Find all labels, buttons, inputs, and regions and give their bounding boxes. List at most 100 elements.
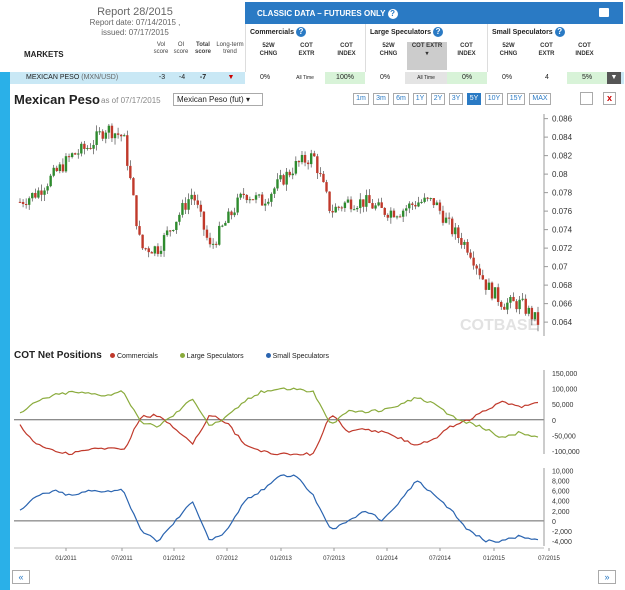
candle-body	[95, 131, 98, 145]
candle-body	[478, 268, 481, 276]
candle-body	[58, 164, 62, 172]
help-icon[interactable]: ?	[387, 9, 398, 19]
candle-body	[319, 173, 322, 175]
candle-body	[349, 199, 353, 210]
candle-body	[239, 193, 242, 198]
instrument-select[interactable]: Mexican Peso (fut) ▾	[173, 93, 263, 106]
x-tick-label: 01/2014	[376, 556, 398, 562]
help-icon[interactable]: ?	[554, 27, 565, 37]
candle-body	[331, 210, 334, 213]
oi-score: -4	[178, 74, 186, 81]
help-icon[interactable]: ?	[295, 27, 306, 37]
candle-body	[518, 299, 521, 310]
close-icon[interactable]: x	[603, 92, 616, 105]
candle-body	[236, 197, 239, 213]
group-title: Commercials	[250, 29, 294, 36]
net-positions-chart: 150,000 100,000 50,000 0 -50,000 -100,000	[14, 370, 580, 457]
group-small-speculators: Small Speculators ? 52W CHNG COT EXTR CO…	[487, 24, 623, 72]
total-score: -7	[199, 74, 207, 81]
small-spec-line	[19, 474, 539, 543]
range-button-max[interactable]: MAX	[529, 93, 551, 105]
candle-body	[34, 192, 37, 198]
range-button-15y[interactable]: 15Y	[507, 93, 525, 105]
candle-body	[126, 135, 129, 166]
col-cot-extr-selected[interactable]: COT EXTR ▾	[407, 42, 447, 70]
candle-body	[245, 195, 249, 201]
help-icon[interactable]: ?	[433, 27, 444, 37]
range-button-6m[interactable]: 6m	[393, 93, 409, 105]
report-info: Report 28/2015 Report date: 07/14/2015 ,…	[60, 6, 210, 38]
candle-body	[24, 204, 28, 206]
market-row[interactable]: MEXICAN PESO (MXN/USD) -3 -4 -7 ▼ 0% All…	[10, 72, 624, 84]
candle-body	[493, 287, 497, 299]
candle-body	[472, 257, 475, 266]
printer-icon[interactable]	[580, 92, 593, 105]
candle-body	[199, 204, 203, 212]
small-extr: 4	[527, 72, 567, 84]
candle-body	[138, 226, 141, 235]
y-tick-label: 4,000	[552, 499, 570, 506]
expand-icon[interactable]: ▼	[607, 72, 621, 84]
candle-body	[380, 202, 383, 208]
candle-body	[487, 282, 491, 290]
candle-body	[389, 210, 393, 218]
candle-body	[80, 143, 83, 154]
range-button-3m[interactable]: 3m	[373, 93, 389, 105]
candle-body	[119, 134, 123, 137]
y-tick-label: 10,000	[552, 469, 574, 476]
candle-body	[313, 153, 316, 157]
candle-body	[230, 211, 233, 216]
x-tick-label: 07/2012	[216, 556, 238, 562]
y-tick-label: 2,000	[552, 509, 570, 516]
col-cot-index: COT INDEX	[457, 43, 476, 57]
price-chart: 0.086 0.084 0.082 0.08 0.078 0.076 0.074 0.072 0…	[18, 114, 573, 336]
y-tick-label: 6,000	[552, 489, 570, 496]
chevron-down-icon: ▾	[245, 95, 250, 104]
range-button-3y[interactable]: 3Y	[449, 93, 463, 105]
total-score-header: Total score	[194, 42, 211, 55]
candle-body	[98, 131, 101, 133]
candle-body	[31, 192, 34, 199]
candle-body	[224, 222, 227, 226]
col-52w: 52W CHNG	[379, 43, 398, 57]
x-tick-label: 07/2015	[538, 556, 560, 562]
report-date: Report date: 07/14/2015 ,	[89, 18, 181, 27]
candle-body	[392, 210, 396, 218]
legend-commercials: Commercials	[110, 353, 168, 360]
report-issued: issued: 07/17/2015	[101, 28, 169, 37]
candle-body	[162, 235, 166, 251]
candle-body	[178, 214, 181, 222]
candle-body	[450, 218, 454, 235]
candle-body	[92, 144, 95, 149]
candle-body	[147, 248, 150, 253]
candle-body	[279, 175, 282, 180]
y-tick-label: 0.064	[552, 318, 573, 327]
group-title: Large Speculators	[370, 29, 432, 36]
candle-body	[447, 217, 451, 219]
net-positions-title: COT Net Positions	[14, 350, 102, 361]
printer-icon[interactable]	[599, 8, 609, 17]
next-button[interactable]: »	[598, 570, 616, 584]
y-tick-label: 150,000	[552, 371, 577, 378]
trend-header: Long-term trend	[216, 42, 244, 55]
range-button-10y[interactable]: 10Y	[485, 93, 503, 105]
candle-body	[414, 204, 417, 207]
candle-body	[233, 212, 236, 216]
y-tick-label: 100,000	[552, 387, 577, 394]
candle-body	[61, 164, 65, 172]
col-cot-index: COT INDEX	[575, 43, 594, 57]
range-button-5y[interactable]: 5Y	[467, 93, 481, 105]
range-button-1m[interactable]: 1m	[353, 93, 369, 105]
candle-body	[291, 173, 294, 176]
candle-body	[475, 265, 478, 269]
candle-body	[89, 147, 92, 149]
candle-body	[346, 199, 350, 203]
candle-body	[398, 216, 402, 218]
range-button-2y[interactable]: 2Y	[431, 93, 445, 105]
range-button-1y[interactable]: 1Y	[413, 93, 427, 105]
prev-button[interactable]: «	[12, 570, 30, 584]
y-tick-label: 0.068	[552, 281, 573, 290]
candle-body	[490, 282, 494, 299]
candle-body	[110, 125, 114, 139]
